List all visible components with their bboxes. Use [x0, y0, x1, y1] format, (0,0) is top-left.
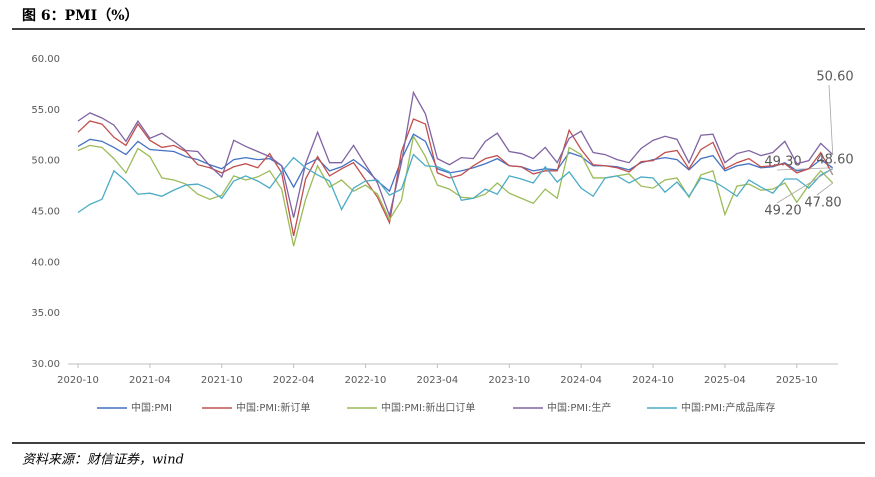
label-leader: [828, 84, 834, 155]
x-tick-label: 2021-04: [129, 375, 171, 386]
y-tick-label: 50.00: [31, 156, 60, 167]
source: 资料来源：财信证券，wind: [22, 453, 184, 468]
series-line: [77, 133, 834, 193]
y-tick-label: 55.00: [31, 105, 60, 116]
x-tick-label: 2025-04: [704, 375, 746, 386]
series-line: [77, 134, 834, 247]
x-tick-label: 2023-04: [417, 375, 459, 386]
data-label: 47.80: [804, 196, 841, 211]
y-tick-label: 35.00: [31, 308, 60, 319]
x-tick-label: 2020-10: [57, 375, 99, 386]
label-leader: [776, 168, 833, 204]
legend-label: 中国:PMI:生产: [547, 401, 611, 414]
y-tick-label: 60.00: [31, 54, 60, 65]
data-label: 50.60: [816, 70, 853, 85]
x-tick-label: 2021-10: [201, 375, 243, 386]
series-line: [77, 153, 834, 214]
label-leader: [776, 167, 833, 171]
label-leader: [816, 182, 833, 196]
chart-title: 图 6：PMI（%）: [22, 8, 139, 24]
x-tick-label: 2022-10: [345, 375, 387, 386]
series-line: [77, 118, 834, 237]
x-tick-label: 2024-04: [560, 375, 602, 386]
x-tick-label: 2025-10: [776, 375, 818, 386]
legend-label: 中国:PMI: [131, 401, 172, 414]
data-label: 49.20: [764, 204, 801, 219]
label-leader: [828, 167, 834, 176]
x-tick-label: 2022-04: [273, 375, 315, 386]
x-tick-label: 2024-10: [632, 375, 674, 386]
legend-label: 中国:PMI:新订单: [236, 401, 310, 414]
legend-label: 中国:PMI:产成品库存: [681, 401, 775, 414]
series-line: [77, 90, 834, 218]
x-tick-label: 2023-10: [488, 375, 530, 386]
data-label: 48.60: [816, 153, 853, 168]
legend-label: 中国:PMI:新出口订单: [381, 401, 475, 414]
y-tick-label: 40.00: [31, 257, 60, 268]
y-tick-label: 30.00: [31, 359, 60, 370]
y-tick-label: 45.00: [31, 207, 60, 218]
